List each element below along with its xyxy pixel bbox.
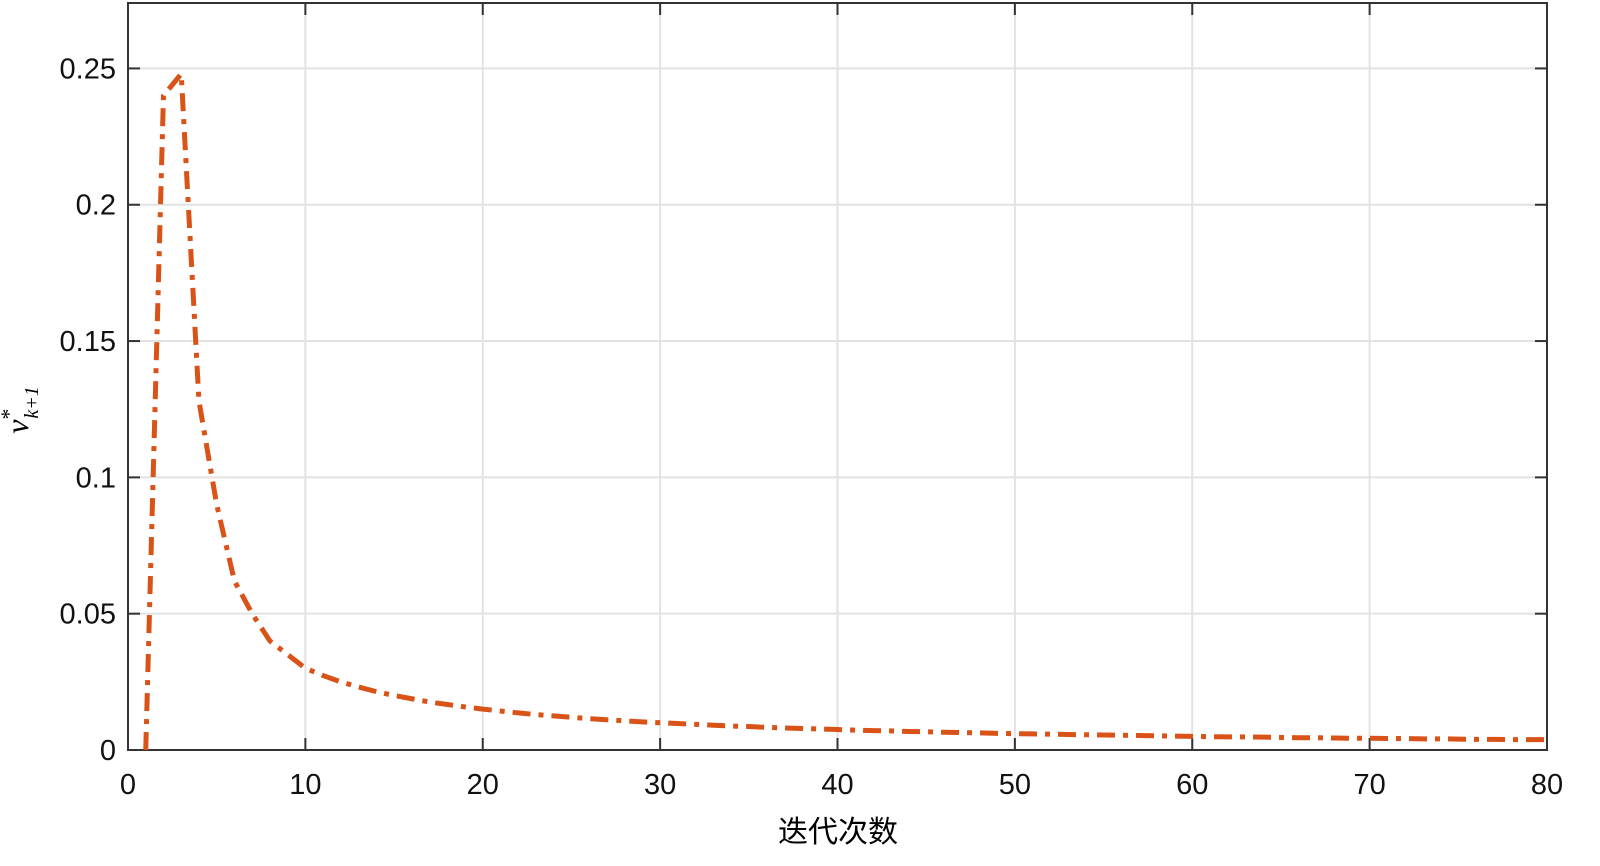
x-tick-label: 70 bbox=[1353, 769, 1385, 801]
x-tick-label: 50 bbox=[999, 769, 1031, 801]
y-axis-label: v*k+1 bbox=[0, 386, 43, 434]
data-line bbox=[143, 67, 1547, 751]
x-tick-label: 80 bbox=[1531, 769, 1563, 801]
y-tick-label: 0.1 bbox=[76, 462, 116, 494]
x-tick-label: 0 bbox=[120, 769, 136, 801]
x-axis-label: 迭代次数 bbox=[778, 815, 898, 850]
plot-frame bbox=[127, 2, 1548, 751]
y-tick-label: 0.25 bbox=[60, 53, 116, 85]
y-tick-label: 0 bbox=[100, 735, 116, 767]
x-tick-label: 40 bbox=[821, 769, 853, 801]
y-tick-label: 0.15 bbox=[60, 326, 116, 358]
y-label-sup: * bbox=[0, 409, 21, 420]
y-tick-label: 0.2 bbox=[76, 190, 116, 222]
x-tick-label: 10 bbox=[289, 769, 321, 801]
x-tick-label: 30 bbox=[644, 769, 676, 801]
y-tick-label: 0.05 bbox=[60, 599, 116, 631]
y-label-sub: k+1 bbox=[21, 386, 43, 418]
y-label-base: v bbox=[0, 419, 35, 434]
x-tick-label: 60 bbox=[1176, 769, 1208, 801]
x-tick-label: 20 bbox=[467, 769, 499, 801]
